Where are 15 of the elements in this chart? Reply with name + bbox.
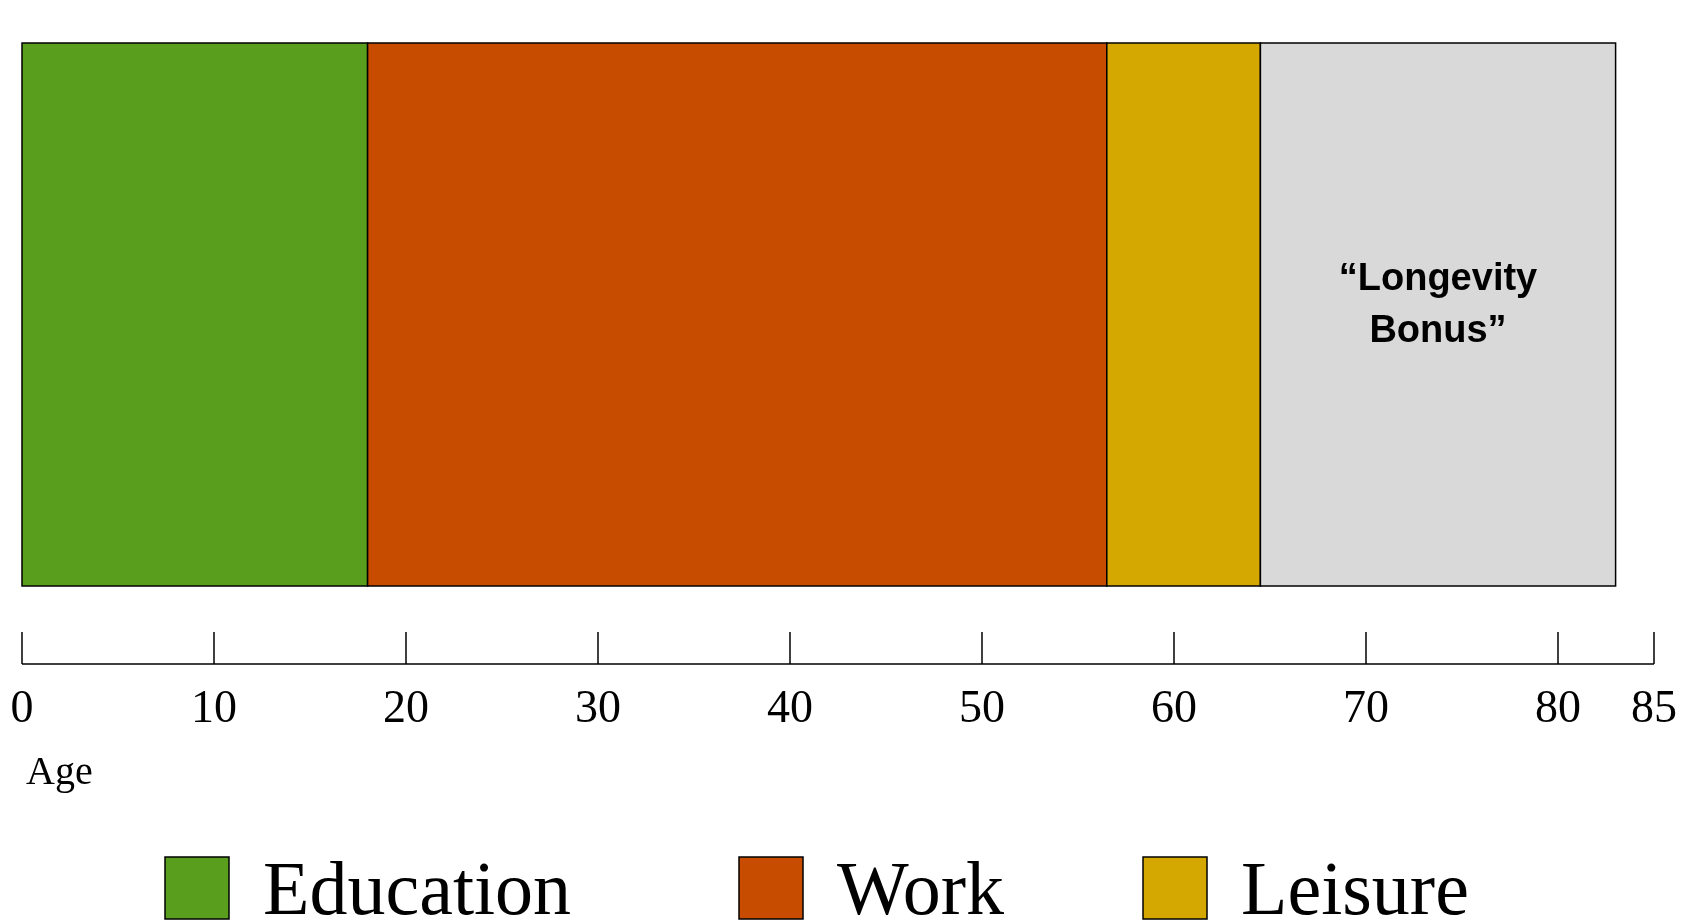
x-tick-label: 80 [1535, 681, 1581, 732]
legend-label: Leisure [1241, 846, 1469, 921]
x-tick-label: 0 [10, 681, 34, 732]
x-axis-title: Age [26, 748, 93, 793]
x-tick-label: 70 [1343, 681, 1389, 732]
legend-label: Education [263, 846, 572, 921]
x-tick-label: 50 [959, 681, 1005, 732]
x-tick-label: 20 [383, 681, 429, 732]
x-tick-label: 40 [767, 681, 813, 732]
x-tick-label: 10 [191, 681, 237, 732]
x-tick-label: 30 [575, 681, 621, 732]
x-tick-label: 85 [1631, 681, 1677, 732]
x-tick-label: 60 [1151, 681, 1197, 732]
annotation: “Longevity Bonus” [1338, 255, 1538, 350]
legend-label: Work [837, 846, 1004, 921]
